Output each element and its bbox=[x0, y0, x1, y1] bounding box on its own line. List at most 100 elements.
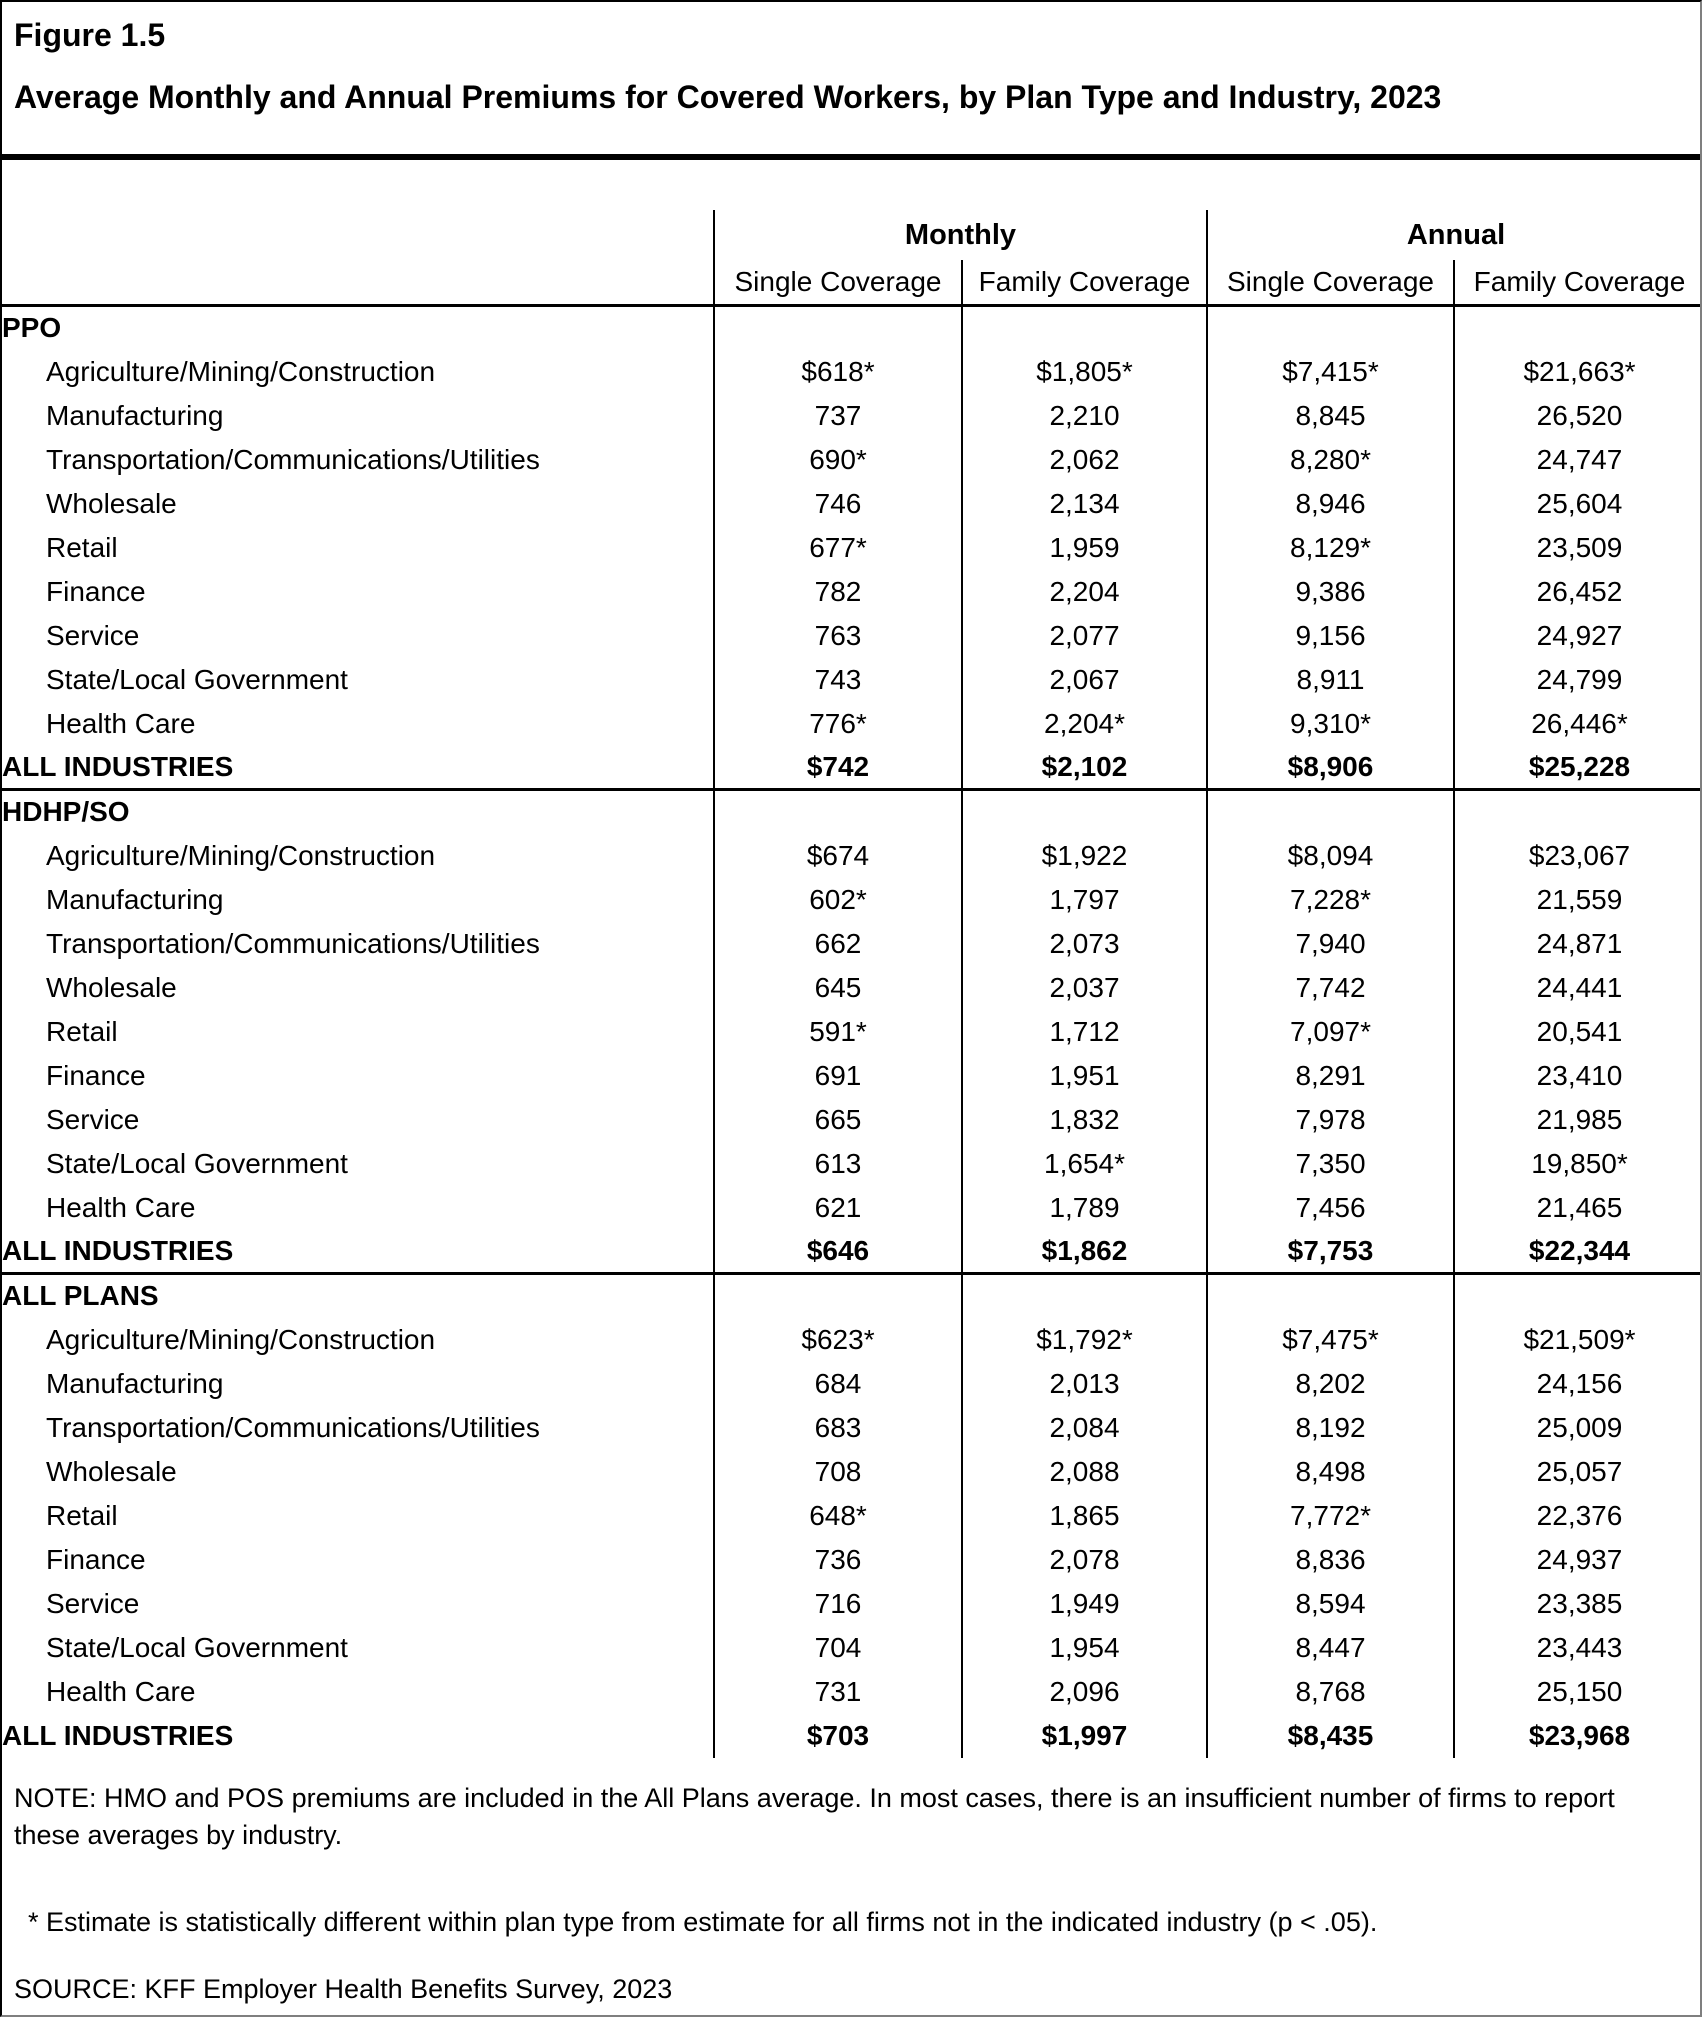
industry-row: Health Care 621 1,789 7,456 21,465 bbox=[2, 1185, 1700, 1230]
premium-value: 24,871 bbox=[1453, 921, 1700, 966]
industry-row: Service 665 1,832 7,978 21,985 bbox=[2, 1097, 1700, 1142]
industry-row: Agriculture/Mining/Construction $674 $1,92… bbox=[2, 833, 1700, 878]
premium-value: 1,654* bbox=[961, 1141, 1207, 1186]
premium-value: 21,465 bbox=[1453, 1185, 1700, 1230]
industry-label: Finance bbox=[46, 1543, 146, 1575]
premium-value: 24,927 bbox=[1453, 613, 1700, 658]
note-text: NOTE: HMO and POS premiums are included … bbox=[14, 1782, 1615, 1850]
industry-row: Wholesale 746 2,134 8,946 25,604 bbox=[2, 481, 1700, 526]
industry-row: State/Local Government 613 1,654* 7,350 19,8… bbox=[2, 1141, 1700, 1186]
premium-value: $7,415* bbox=[1206, 349, 1454, 394]
premium-value: 690* bbox=[713, 437, 962, 482]
empty-cell bbox=[1453, 305, 1700, 350]
subheader-annual-family: Family Coverage bbox=[1453, 260, 1700, 306]
industry-row: Finance 782 2,204 9,386 26,452 bbox=[2, 569, 1700, 614]
industry-label: Retail bbox=[46, 1499, 118, 1531]
premium-value: 8,280* bbox=[1206, 437, 1454, 482]
industry-label: Retail bbox=[46, 1015, 118, 1047]
empty-cell bbox=[713, 789, 962, 834]
industry-label: Wholesale bbox=[46, 487, 177, 519]
premium-value: 19,850* bbox=[1453, 1141, 1700, 1186]
industry-row: Retail 591* 1,712 7,097* 20,541 bbox=[2, 1009, 1700, 1054]
premium-value: 1,959 bbox=[961, 525, 1207, 570]
table-header: Monthly Annual Single Coverage Family Co… bbox=[2, 210, 1700, 306]
empty-cell bbox=[713, 1273, 962, 1318]
section-title: HDHP/SO bbox=[2, 796, 130, 828]
premium-value: 8,192 bbox=[1206, 1405, 1454, 1450]
footer-block: NOTE: HMO and POS premiums are included … bbox=[2, 1780, 1700, 2008]
premium-value: 8,594 bbox=[1206, 1581, 1454, 1626]
premium-value: 2,096 bbox=[961, 1669, 1207, 1714]
premium-value: 2,013 bbox=[961, 1361, 1207, 1406]
premiums-table: Monthly Annual Single Coverage Family Co… bbox=[2, 210, 1700, 1758]
premium-value: 26,452 bbox=[1453, 569, 1700, 614]
premium-value: 22,376 bbox=[1453, 1493, 1700, 1538]
section-header-row: HDHP/SO bbox=[2, 789, 1700, 834]
section-hdhp-so: HDHP/SO Agriculture/Mining/Construction $6… bbox=[2, 789, 1700, 1274]
premium-value: 1,789 bbox=[961, 1185, 1207, 1230]
premium-value: $23,067 bbox=[1453, 833, 1700, 878]
premium-value: 1,712 bbox=[961, 1009, 1207, 1054]
industry-row: Service 763 2,077 9,156 24,927 bbox=[2, 613, 1700, 658]
premium-value: 7,097* bbox=[1206, 1009, 1454, 1054]
empty-cell bbox=[1453, 789, 1700, 834]
premium-value: 24,441 bbox=[1453, 965, 1700, 1010]
column-group-monthly: Monthly bbox=[713, 210, 1207, 260]
premium-value: 8,911 bbox=[1206, 657, 1454, 702]
premium-value: 9,156 bbox=[1206, 613, 1454, 658]
premium-value: 7,228* bbox=[1206, 877, 1454, 922]
industry-row: Health Care 776* 2,204* 9,310* 26,446* bbox=[2, 701, 1700, 746]
premium-value: 691 bbox=[713, 1053, 962, 1098]
premium-value: $1,922 bbox=[961, 833, 1207, 878]
all-industries-value: $8,435 bbox=[1206, 1713, 1454, 1758]
premium-value: 1,865 bbox=[961, 1493, 1207, 1538]
industry-label: Finance bbox=[46, 575, 146, 607]
all-industries-row: ALL INDUSTRIES $703 $1,997 $8,435 $23,968 bbox=[2, 1713, 1700, 1758]
premium-value: 2,204 bbox=[961, 569, 1207, 614]
premium-value: 1,951 bbox=[961, 1053, 1207, 1098]
premium-value: 8,768 bbox=[1206, 1669, 1454, 1714]
premium-value: 708 bbox=[713, 1449, 962, 1494]
premium-value: 2,134 bbox=[961, 481, 1207, 526]
premium-value: 8,498 bbox=[1206, 1449, 1454, 1494]
industry-label: Manufacturing bbox=[46, 399, 224, 431]
all-industries-value: $22,344 bbox=[1453, 1229, 1700, 1274]
premium-value: 2,062 bbox=[961, 437, 1207, 482]
industry-row: Wholesale 708 2,088 8,498 25,057 bbox=[2, 1449, 1700, 1494]
premium-value: $618* bbox=[713, 349, 962, 394]
all-industries-value: $23,968 bbox=[1453, 1713, 1700, 1758]
premium-value: 8,447 bbox=[1206, 1625, 1454, 1670]
source-text: SOURCE: KFF Employer Health Benefits Sur… bbox=[14, 1973, 673, 2004]
industry-label: Finance bbox=[46, 1059, 146, 1091]
title-block: Figure 1.5 Average Monthly and Annual Pr… bbox=[2, 2, 1700, 116]
premium-value: 21,985 bbox=[1453, 1097, 1700, 1142]
all-industries-value: $7,753 bbox=[1206, 1229, 1454, 1274]
premium-value: 8,845 bbox=[1206, 393, 1454, 438]
premium-value: 2,210 bbox=[961, 393, 1207, 438]
industry-label: Retail bbox=[46, 531, 118, 563]
premium-value: $8,094 bbox=[1206, 833, 1454, 878]
premium-value: $1,805* bbox=[961, 349, 1207, 394]
empty-cell bbox=[713, 305, 962, 350]
industry-label: Transportation/Communications/Utilities bbox=[46, 443, 540, 475]
industry-row: Retail 648* 1,865 7,772* 22,376 bbox=[2, 1493, 1700, 1538]
industry-label: Service bbox=[46, 1103, 140, 1135]
subheader-monthly-single: Single Coverage bbox=[713, 260, 962, 306]
premium-value: 7,456 bbox=[1206, 1185, 1454, 1230]
all-industries-value: $703 bbox=[713, 1713, 962, 1758]
premium-value: 25,009 bbox=[1453, 1405, 1700, 1450]
premium-value: 7,978 bbox=[1206, 1097, 1454, 1142]
premium-value: 24,156 bbox=[1453, 1361, 1700, 1406]
industry-row: Finance 736 2,078 8,836 24,937 bbox=[2, 1537, 1700, 1582]
industry-label: Wholesale bbox=[46, 1455, 177, 1487]
corner-cell bbox=[2, 260, 714, 306]
industry-row: Wholesale 645 2,037 7,742 24,441 bbox=[2, 965, 1700, 1010]
industry-label: Agriculture/Mining/Construction bbox=[46, 355, 436, 387]
premium-value: 782 bbox=[713, 569, 962, 614]
premium-value: $21,663* bbox=[1453, 349, 1700, 394]
premium-value: 8,291 bbox=[1206, 1053, 1454, 1098]
all-industries-value: $25,228 bbox=[1453, 745, 1700, 790]
all-industries-value: $8,906 bbox=[1206, 745, 1454, 790]
premium-value: 677* bbox=[713, 525, 962, 570]
industry-label: State/Local Government bbox=[46, 1147, 348, 1179]
